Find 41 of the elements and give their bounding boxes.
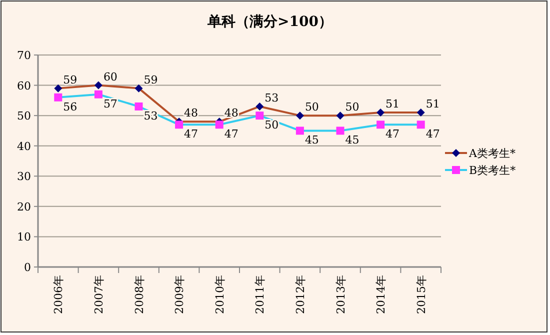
data-label: 51: [426, 98, 440, 111]
x-tick-label: 2015年: [414, 275, 428, 314]
data-label: 50: [345, 100, 360, 114]
data-label: 59: [144, 73, 158, 86]
data-label: 53: [144, 109, 158, 122]
y-tick-label: 0: [24, 261, 31, 274]
y-tick-label: 70: [17, 49, 31, 62]
data-label: 60: [103, 70, 118, 84]
data-label: 48: [224, 106, 238, 120]
x-tick-label: 2008年: [132, 275, 146, 314]
x-tick-label: 2013年: [334, 275, 348, 314]
data-label: 56: [63, 100, 78, 114]
x-tick-label: 2014年: [374, 275, 388, 314]
data-label: 47: [426, 128, 440, 141]
x-tick-label: 2010年: [213, 275, 226, 314]
data-label: 47: [224, 128, 238, 141]
data-label: 48: [184, 106, 198, 120]
y-tick-label: 40: [17, 140, 31, 153]
data-label: 53: [264, 91, 279, 104]
y-tick-label: 60: [17, 79, 31, 92]
x-tick-label: 2007年: [92, 275, 106, 314]
data-label: 45: [345, 134, 360, 147]
data-label: 47: [184, 128, 198, 141]
y-tick-label: 30: [17, 170, 31, 184]
data-label: 50: [264, 118, 279, 132]
y-tick-label: 50: [17, 110, 31, 123]
x-tick-label: 2011年: [254, 275, 267, 314]
data-label: 45: [304, 134, 319, 147]
data-label: 59: [63, 73, 78, 86]
data-label: 51: [386, 98, 400, 111]
x-tick-label: 2009年: [173, 275, 186, 314]
data-label: 50: [304, 100, 319, 114]
data-label: 47: [386, 128, 400, 141]
data-label: 57: [103, 97, 118, 110]
y-tick-label: 20: [17, 200, 31, 214]
x-tick-label: 2006年: [52, 275, 66, 314]
legend-label: B类考生*: [469, 164, 516, 177]
legend-label: A类考生*: [468, 147, 516, 160]
chart-title: 单科（满分>100）: [206, 14, 332, 30]
x-tick-label: 2012年: [294, 275, 307, 314]
y-tick-label: 10: [17, 230, 31, 244]
